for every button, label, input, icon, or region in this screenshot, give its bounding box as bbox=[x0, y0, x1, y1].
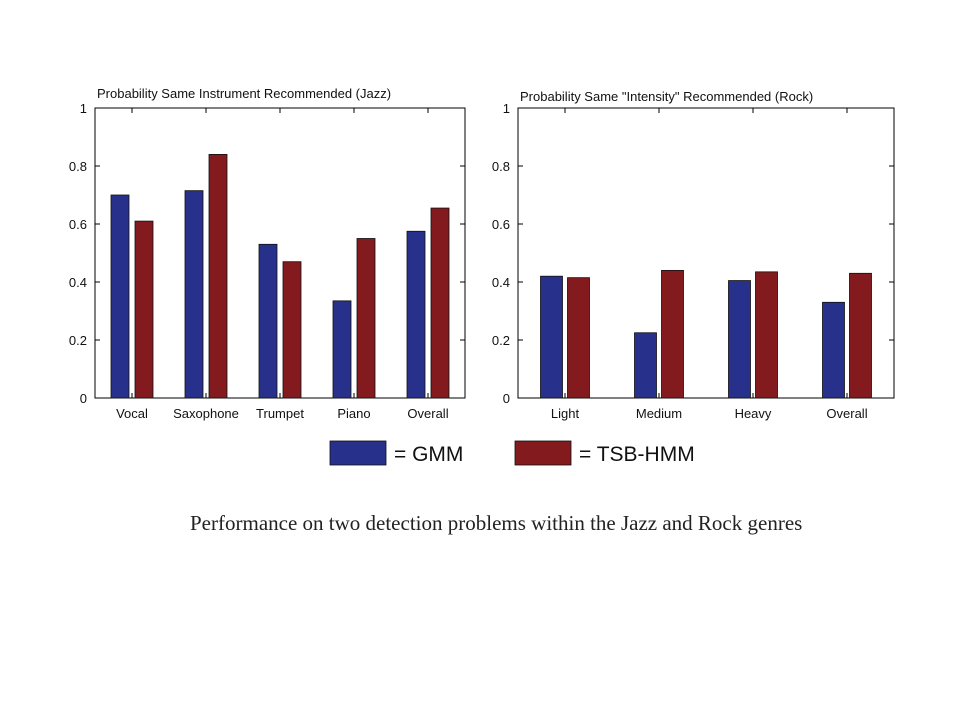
rock-bar-gmm-heavy bbox=[728, 280, 751, 399]
jazz-ytick-label: 0.6 bbox=[69, 217, 87, 232]
rock-ytick-label: 0.2 bbox=[492, 333, 510, 348]
rock-bar-tsb-hmm-medium bbox=[661, 269, 684, 399]
jazz-ytick-label: 0.8 bbox=[69, 159, 87, 174]
jazz-bar-gmm-vocal bbox=[110, 194, 130, 399]
jazz-bar-tsb-hmm-saxophone bbox=[208, 153, 228, 399]
legend: = GMM = TSB-HMM bbox=[329, 440, 695, 466]
legend-swatch-tsb-hmm bbox=[514, 440, 572, 466]
rock-category-label: Heavy bbox=[735, 406, 772, 421]
rock-category-label: Overall bbox=[826, 406, 867, 421]
jazz-ytick-label: 0.4 bbox=[69, 275, 87, 290]
jazz-chart-title: Probability Same Instrument Recommended … bbox=[97, 86, 391, 101]
jazz-ytick-label: 0.2 bbox=[69, 333, 87, 348]
jazz-bar-gmm-saxophone bbox=[184, 190, 204, 399]
rock-category-label: Light bbox=[551, 406, 580, 421]
jazz-category-label: Saxophone bbox=[173, 406, 239, 421]
rock-bar-gmm-medium bbox=[634, 332, 657, 399]
jazz-ytick-label: 1 bbox=[80, 101, 87, 116]
rock-bar-tsb-hmm-light bbox=[567, 277, 590, 399]
jazz-category-label: Piano bbox=[337, 406, 370, 421]
legend-label-tsb-hmm: = TSB-HMM bbox=[579, 443, 695, 466]
jazz-category-label: Vocal bbox=[116, 406, 148, 421]
jazz-bar-tsb-hmm-overall bbox=[430, 207, 450, 399]
rock-ytick-label: 0 bbox=[503, 391, 510, 406]
rock-ytick-label: 0.8 bbox=[492, 159, 510, 174]
rock-ytick-label: 0.4 bbox=[492, 275, 510, 290]
rock-ytick-label: 0.6 bbox=[492, 217, 510, 232]
jazz-instrument-chart: Probability Same Instrument Recommended … bbox=[69, 86, 466, 421]
rock-category-label: Medium bbox=[636, 406, 682, 421]
rock-chart-title: Probability Same "Intensity" Recommended… bbox=[520, 89, 813, 104]
rock-bar-gmm-overall bbox=[822, 301, 845, 399]
jazz-category-label: Trumpet bbox=[256, 406, 304, 421]
jazz-ytick-label: 0 bbox=[80, 391, 87, 406]
jazz-bar-gmm-overall bbox=[406, 230, 426, 399]
rock-intensity-chart: Probability Same "Intensity" Recommended… bbox=[492, 89, 895, 421]
legend-swatch-gmm bbox=[329, 440, 387, 466]
rock-bar-gmm-light bbox=[540, 275, 563, 399]
jazz-bar-gmm-piano bbox=[332, 300, 352, 399]
jazz-bar-tsb-hmm-trumpet bbox=[282, 261, 302, 399]
jazz-plot-frame bbox=[94, 107, 466, 399]
rock-bar-tsb-hmm-heavy bbox=[755, 271, 778, 399]
jazz-bar-tsb-hmm-piano bbox=[356, 238, 376, 399]
figure-caption: Performance on two detection problems wi… bbox=[190, 511, 803, 535]
jazz-bar-tsb-hmm-vocal bbox=[134, 220, 154, 399]
jazz-category-label: Overall bbox=[407, 406, 448, 421]
rock-ytick-label: 1 bbox=[503, 101, 510, 116]
jazz-bar-gmm-trumpet bbox=[258, 243, 278, 399]
rock-bar-tsb-hmm-overall bbox=[849, 272, 872, 399]
legend-label-gmm: = GMM bbox=[394, 443, 463, 466]
